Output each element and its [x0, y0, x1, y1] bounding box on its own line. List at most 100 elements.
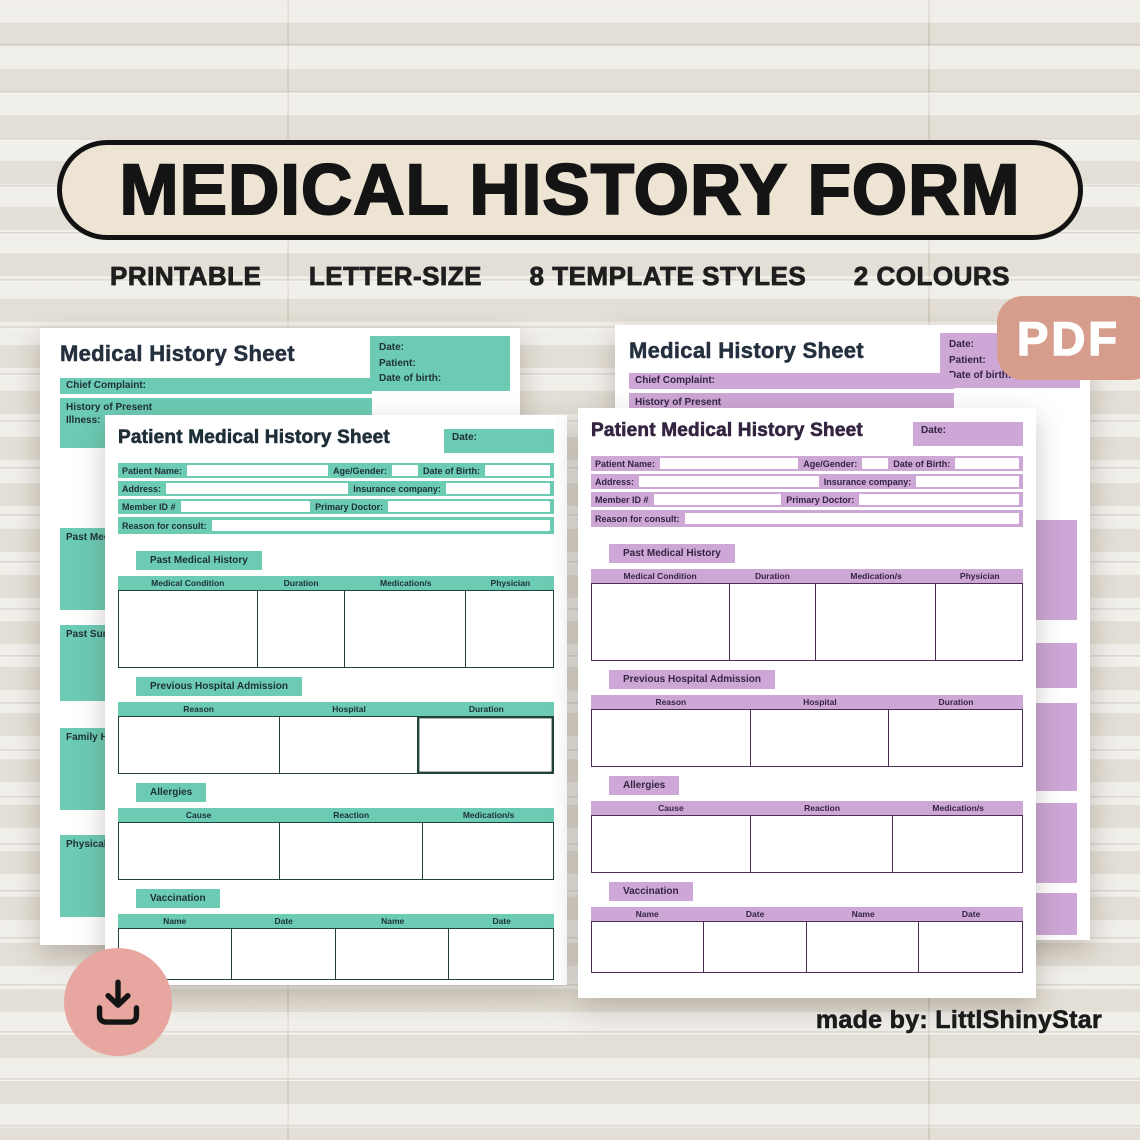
- section-allergies: Allergies Cause Reaction Medication/s: [591, 775, 1023, 873]
- column-header: Medical Condition: [151, 578, 225, 588]
- feature-printable: PRINTABLE: [110, 261, 262, 292]
- table-cell: [280, 823, 423, 879]
- dob-label: Date of Birth:: [422, 465, 480, 476]
- table-cell: [807, 922, 919, 972]
- pdf-badge-label: PDF: [1016, 311, 1120, 366]
- section-title: Past Medical History: [609, 544, 735, 563]
- front-sheet-purple: Patient Medical History Sheet Date: Pati…: [578, 408, 1036, 998]
- patient-name-input: [187, 465, 328, 476]
- section-previous-hospital-admission: Previous Hospital Admission Reason Hospi…: [591, 669, 1023, 767]
- sheet-title: Patient Medical History Sheet: [591, 420, 863, 442]
- patient-name-label: Patient Name:: [122, 465, 183, 476]
- age-gender-input: [391, 465, 418, 476]
- insurance-label: Insurance company:: [353, 483, 441, 494]
- table-cell: [893, 816, 1022, 872]
- sheet-title: Medical History Sheet: [60, 341, 295, 367]
- section-table: [591, 921, 1023, 973]
- table-cell: [258, 591, 345, 667]
- address-input: [166, 483, 349, 494]
- feature-colours: 2 COLOURS: [853, 261, 1010, 292]
- table-cell: [345, 591, 467, 667]
- column-header: Date: [492, 916, 511, 926]
- sheet-title: Medical History Sheet: [629, 338, 864, 364]
- column-header: Reaction: [333, 810, 370, 820]
- table-cell: [936, 584, 1022, 660]
- dob-line: Date of birth:: [949, 370, 1012, 381]
- column-header-row: Reason Hospital Duration: [118, 702, 554, 716]
- table-cell: [889, 710, 1022, 766]
- sheet-header: Patient Medical History Sheet Date:: [118, 427, 554, 453]
- column-header: Physician: [490, 578, 531, 588]
- column-header: Name: [381, 916, 405, 926]
- title-banner: MEDICAL HISTORY FORM: [57, 140, 1083, 240]
- section-vaccination: Vaccination Name Date Name Date: [591, 881, 1023, 973]
- download-icon: [96, 979, 140, 1025]
- table-cell: [449, 929, 553, 979]
- member-id-input: [653, 494, 782, 505]
- dob-input: [484, 465, 550, 476]
- section-title: Vaccination: [136, 889, 220, 908]
- primary-doctor-label: Primary Doctor:: [315, 501, 384, 512]
- feature-template-styles: 8 TEMPLATE STYLES: [529, 261, 807, 292]
- sheet-header: Patient Medical History Sheet Date:: [591, 420, 1023, 446]
- table-cell: [751, 816, 893, 872]
- section-table: [118, 928, 554, 980]
- column-header-row: Medical Condition Duration Medication/s …: [118, 576, 554, 590]
- column-header-row: Name Date Name Date: [118, 914, 554, 928]
- field-row: Member ID # Primary Doctor:: [591, 492, 1023, 507]
- credit-text: made by: LittlShinyStar: [815, 1006, 1102, 1035]
- section-table: [118, 822, 554, 880]
- table-cell: [730, 584, 816, 660]
- table-cell: [280, 717, 419, 773]
- section-table: [591, 583, 1023, 661]
- table-cell: [119, 717, 280, 773]
- patient-name-label: Patient Name:: [595, 458, 656, 469]
- section-table: [118, 590, 554, 668]
- column-header-row: Cause Reaction Medication/s: [591, 801, 1023, 815]
- column-header: Date: [961, 909, 981, 919]
- table-cell: [592, 816, 752, 872]
- field-row: Address: Insurance company:: [591, 474, 1023, 489]
- date-box: Date:: [913, 422, 1023, 446]
- member-id-input: [180, 501, 311, 512]
- field-row: Patient Name: Age/Gender: Date of Birth:: [118, 463, 554, 478]
- reason-label: Reason for consult:: [595, 513, 680, 524]
- reason-label: Reason for consult:: [122, 520, 207, 531]
- table-cell: [816, 584, 936, 660]
- table-cell: [592, 584, 730, 660]
- section-title: Previous Hospital Admission: [609, 670, 775, 689]
- front-sheet-teal: Patient Medical History Sheet Date: Pati…: [105, 415, 567, 985]
- address-label: Address:: [595, 476, 635, 487]
- column-header: Reaction: [804, 803, 841, 813]
- date-line: Date:: [379, 342, 405, 353]
- age-gender-input: [862, 458, 889, 469]
- column-header-row: Name Date Name Date: [591, 907, 1023, 921]
- column-header: Medication/s: [380, 578, 432, 588]
- section-table: [591, 815, 1023, 873]
- column-header: Medical Condition: [623, 571, 697, 581]
- column-header: Duration: [283, 578, 319, 588]
- column-header: Name: [163, 916, 187, 926]
- member-id-label: Member ID #: [595, 494, 649, 505]
- download-badge: [64, 948, 172, 1056]
- table-cell: [119, 591, 258, 667]
- section-title: Allergies: [609, 776, 680, 795]
- member-id-label: Member ID #: [122, 501, 176, 512]
- date-box: Date:: [444, 429, 554, 453]
- patient-name-input: [660, 458, 799, 469]
- section-table: [118, 716, 554, 774]
- column-header-row: Medical Condition Duration Medication/s …: [591, 569, 1023, 583]
- primary-doctor-label: Primary Doctor:: [786, 494, 855, 505]
- table-cell: [418, 717, 553, 773]
- main-title: MEDICAL HISTORY FORM: [119, 150, 1021, 231]
- column-header: Medication/s: [462, 810, 515, 820]
- reason-input: [211, 520, 550, 531]
- field-row: Member ID # Primary Doctor:: [118, 499, 554, 514]
- date-box: Date: Patient: Date of birth:: [370, 336, 510, 391]
- table-cell: [919, 922, 1022, 972]
- dob-input: [955, 458, 1019, 469]
- patient-info-fields: Patient Name: Age/Gender: Date of Birth:…: [591, 456, 1023, 527]
- column-header: Reason: [183, 704, 215, 714]
- primary-doctor-input: [859, 494, 1019, 505]
- patient-line: Patient:: [379, 357, 416, 369]
